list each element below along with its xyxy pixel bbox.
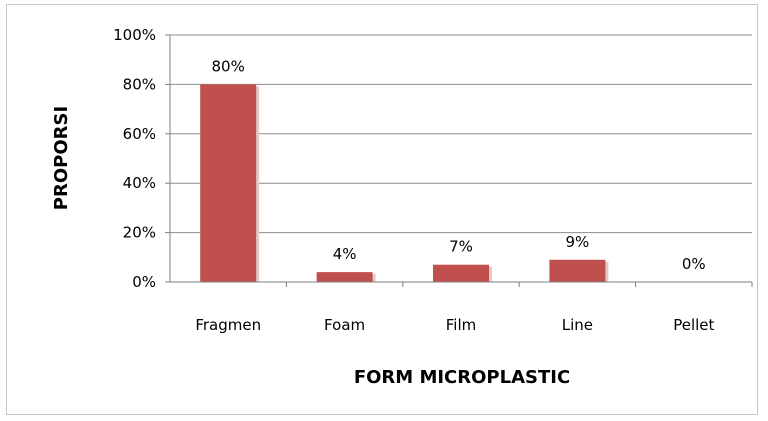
chart-frame [6,4,758,415]
data-labels: 80% 4% 7% 9% 0% [212,57,706,273]
y-tick-label: 80% [123,75,156,93]
x-category-label: Pellet [673,316,714,334]
gridlines [170,34,752,234]
y-tick-label: 100% [113,26,156,44]
x-axis-title: FORM MICROPLASTIC [354,367,570,388]
data-label: 80% [212,57,245,75]
bar-film [433,264,489,282]
y-tick-label: 40% [123,174,156,192]
bar-foam [316,272,373,282]
y-tick-label: 20% [123,224,156,242]
x-category-label: Line [562,316,593,334]
y-tick-label: 0% [132,273,156,291]
bars [200,84,609,283]
bar-fragmen [200,84,257,283]
x-category-label: Foam [324,316,365,334]
x-axis-categories: Fragmen Foam Film Line Pellet [195,282,753,334]
data-label: 9% [566,233,590,251]
data-label: 4% [333,245,357,263]
data-label: 0% [682,255,706,273]
y-axis-title: PROPORSI [51,106,72,210]
y-axis-ticks: 0% 20% 40% 60% 80% 100% [113,26,170,291]
data-label: 7% [449,238,473,256]
x-category-label: Fragmen [195,316,261,334]
bar-line [549,259,606,282]
y-tick-label: 60% [123,125,156,143]
x-category-label: Film [446,316,476,334]
